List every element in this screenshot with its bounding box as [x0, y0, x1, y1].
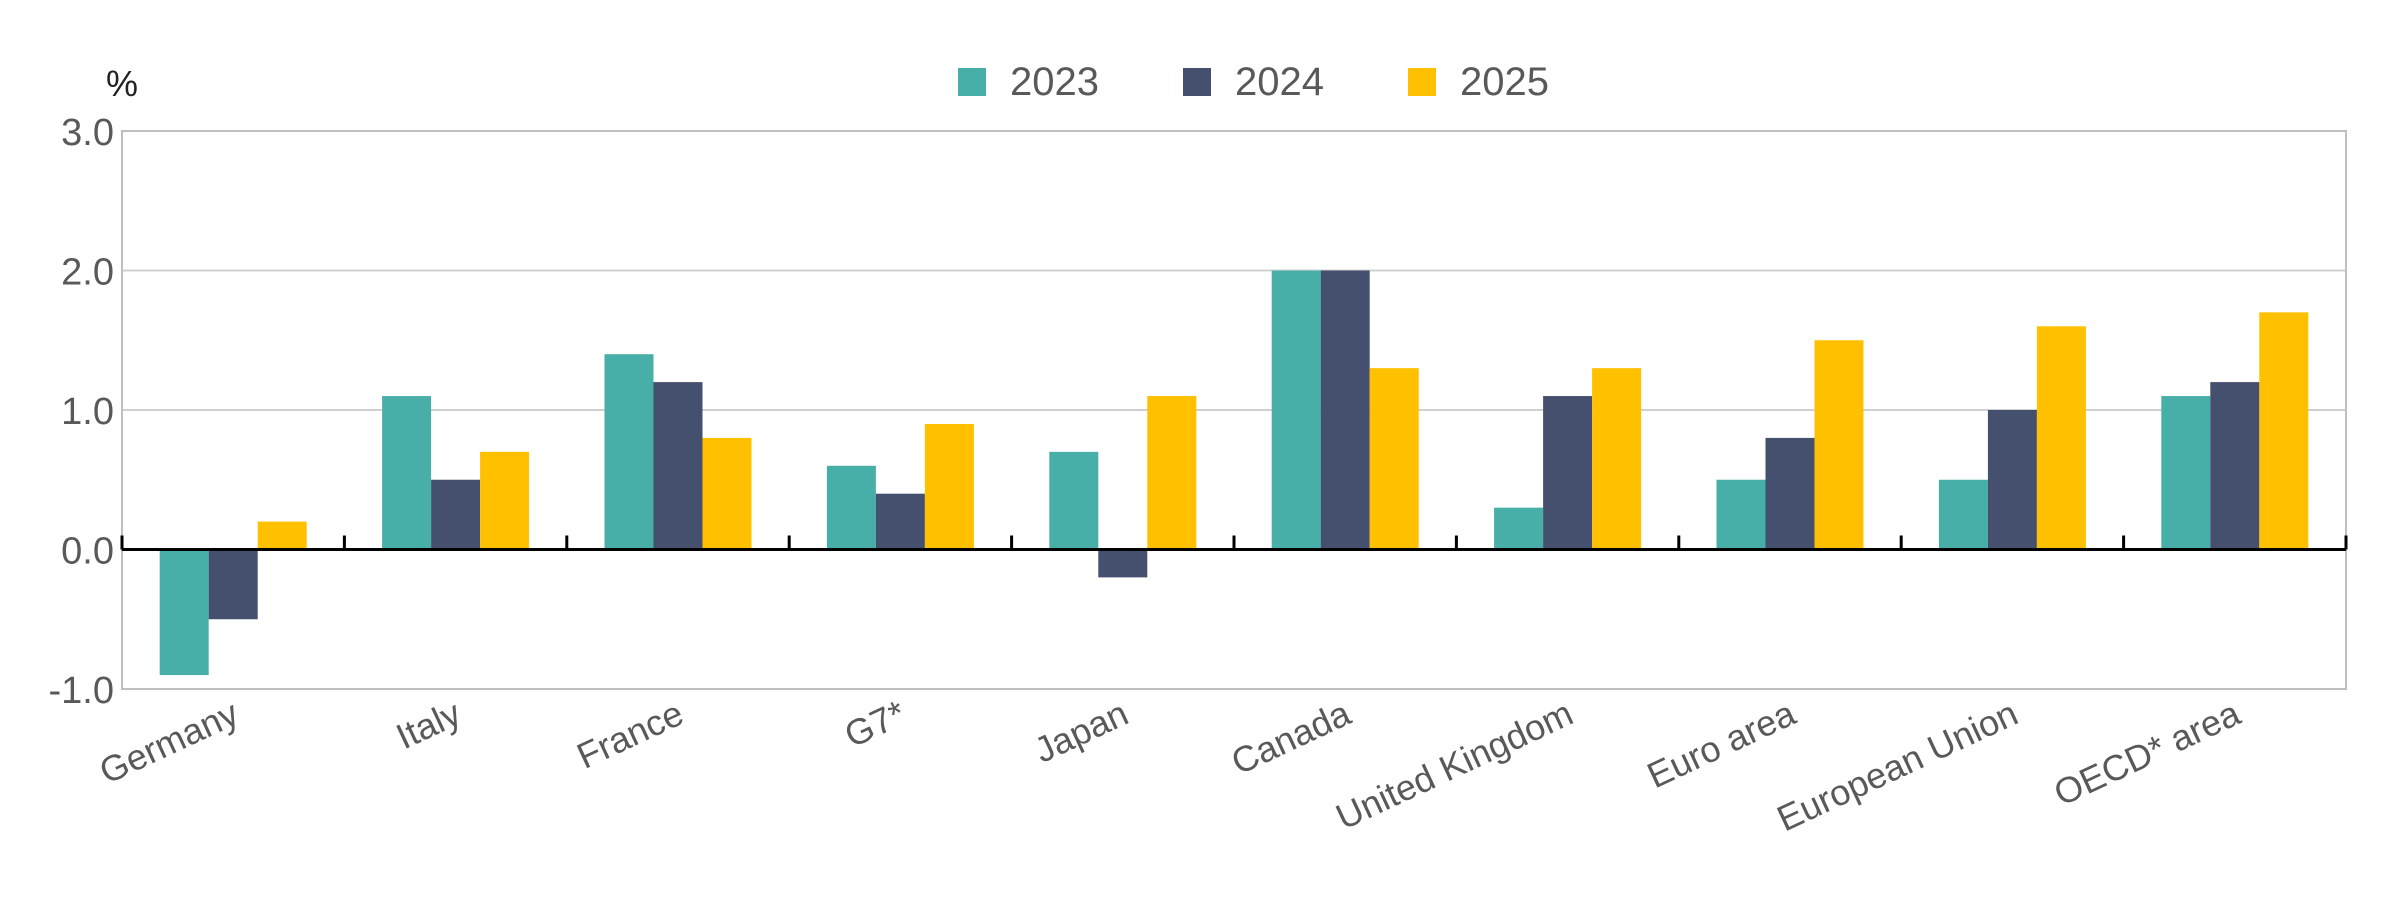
bar-2023-germany [159, 549, 209, 676]
y-tick-label: 0.0 [61, 531, 114, 573]
x-tick-label: France [571, 692, 690, 777]
bar-2023-united-kingdom [1494, 507, 1544, 550]
bar-2025-italy [480, 451, 530, 550]
legend-item-2025: 2025 [1408, 60, 1549, 104]
bar-2025-france [702, 437, 752, 550]
x-tick-label: Euro area [1641, 692, 1802, 796]
x-axis [120, 535, 2348, 551]
y-tick-label: 3.0 [61, 112, 114, 154]
legend-item-2024: 2024 [1183, 60, 1324, 104]
bar-2023-japan [1049, 451, 1099, 550]
bar-2025-euro-area [1814, 340, 1864, 550]
legend-label: 2024 [1235, 60, 1324, 104]
legend: 2023 2024 2025 [958, 60, 1549, 104]
bar-2025-canada [1369, 368, 1419, 550]
y-tick-label: -1.0 [49, 670, 114, 712]
x-tick-label: United Kingdom [1329, 692, 1578, 837]
x-tick-label: G7* [838, 692, 912, 755]
bar-2024-canada [1320, 270, 1370, 550]
bars [159, 270, 2309, 676]
legend-swatch [1408, 68, 1436, 96]
bar-2023-canada [1271, 270, 1321, 550]
x-tick-label: Japan [1028, 692, 1134, 771]
bar-2023-italy [382, 396, 432, 550]
bar-2025-germany [257, 521, 307, 550]
legend-swatch [1183, 68, 1211, 96]
x-tick-label: European Union [1771, 692, 2024, 839]
bar-2024-g7- [875, 493, 925, 550]
bar-2025-united-kingdom [1592, 368, 1642, 550]
bar-2025-g7- [924, 423, 974, 550]
bar-2024-italy [431, 479, 481, 550]
bar-2024-oecd-area [2210, 382, 2260, 550]
bar-2025-japan [1147, 396, 1197, 550]
bar-2025-oecd-area [2259, 312, 2309, 550]
legend-label: 2025 [1460, 60, 1549, 104]
bar-2023-g7- [826, 465, 876, 550]
bar-2024-european-union [1987, 410, 2037, 550]
bar-2023-france [604, 354, 654, 550]
bar-2024-united-kingdom [1543, 396, 1593, 550]
legend-item-2023: 2023 [958, 60, 1099, 104]
x-tick-label: Germany [93, 692, 245, 792]
bar-2023-oecd-area [2161, 396, 2211, 550]
y-axis-ticks: 3.0 2.0 1.0 0.0 -1.0 [49, 112, 114, 712]
bar-2025-european-union [2036, 326, 2086, 550]
bar-2023-euro-area [1716, 479, 1766, 550]
bar-2024-japan [1098, 549, 1148, 578]
bar-2024-france [653, 382, 703, 550]
bar-2024-germany [208, 549, 258, 620]
legend-swatch [958, 68, 986, 96]
plot-area-border [121, 130, 2347, 690]
x-tick-label: Italy [390, 692, 467, 757]
y-tick-label: 2.0 [61, 252, 114, 294]
x-tick-label: Canada [1225, 692, 1358, 783]
bar-2023-european-union [1938, 479, 1988, 550]
legend-label: 2023 [1010, 60, 1099, 104]
y-axis-unit-label: % [106, 63, 138, 104]
x-tick-label: OECD* area [2048, 692, 2248, 814]
gridlines [122, 269, 2346, 411]
y-tick-label: 1.0 [61, 391, 114, 433]
bar-2024-euro-area [1765, 437, 1815, 550]
